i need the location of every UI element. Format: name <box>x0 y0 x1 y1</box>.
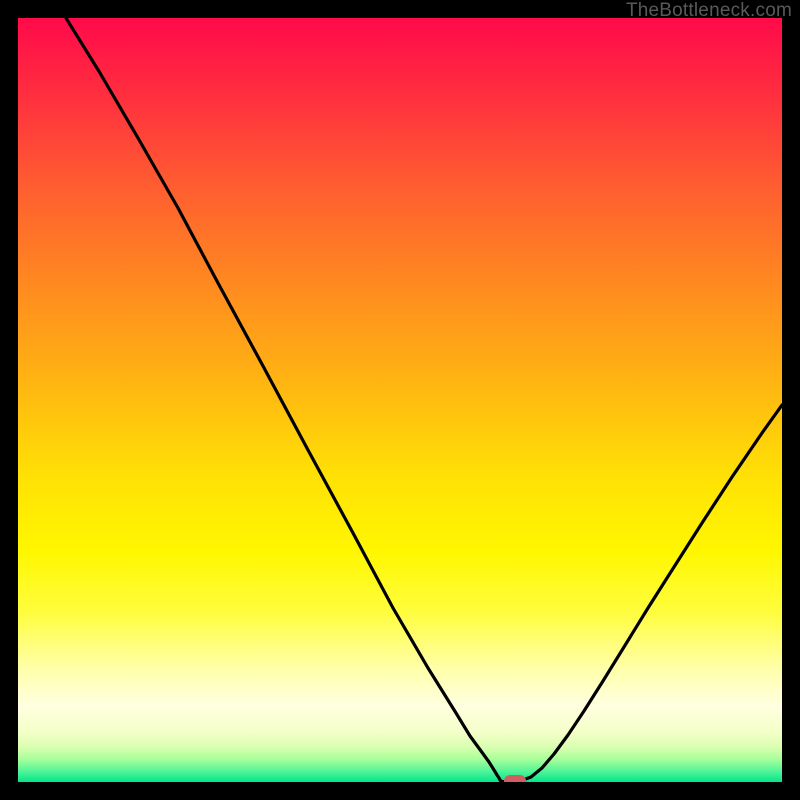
plot-area <box>18 18 782 782</box>
bottleneck-curve <box>18 18 782 782</box>
optimum-marker <box>504 775 526 782</box>
watermark-text: TheBottleneck.com <box>626 0 792 22</box>
chart-container: TheBottleneck.com <box>0 0 800 800</box>
